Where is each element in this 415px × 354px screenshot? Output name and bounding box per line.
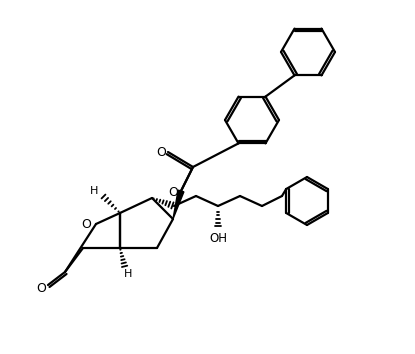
Text: H: H	[90, 186, 98, 196]
Text: H: H	[124, 269, 132, 279]
Text: O: O	[168, 187, 178, 200]
Text: O: O	[36, 282, 46, 296]
Text: O: O	[156, 145, 166, 159]
Polygon shape	[173, 190, 184, 219]
Text: OH: OH	[209, 232, 227, 245]
Text: O: O	[81, 217, 91, 230]
